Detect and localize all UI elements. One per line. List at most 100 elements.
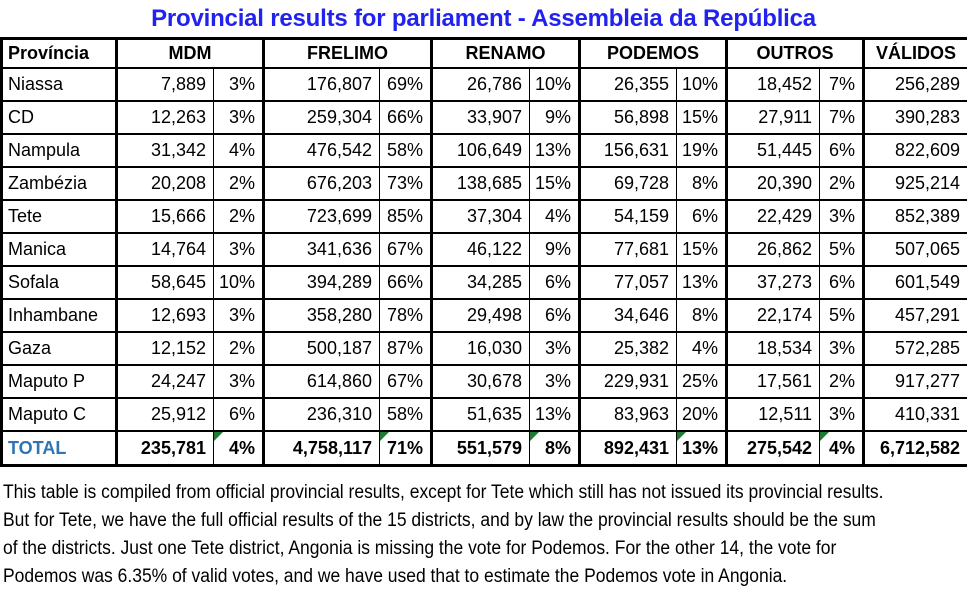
- cell-province: Manica: [1, 232, 117, 266]
- table-row: Tete 15,666 2% 723,699 85% 37,304 4% 54,159 6% 22…: [1, 199, 967, 233]
- cell-province: Maputo C: [1, 397, 117, 431]
- cell-frelimo-pct: 67%: [379, 364, 432, 398]
- cell-renamo-votes: 33,907: [430, 100, 530, 134]
- cell-podemos-votes: 77,057: [578, 265, 677, 299]
- cell-podemos-pct: 15%: [675, 100, 727, 134]
- cell-renamo-pct: 9%: [529, 100, 580, 134]
- cell-outros-pct: 3%: [819, 199, 864, 233]
- cell-podemos-pct: 25%: [675, 364, 727, 398]
- cell-validos: 925,214: [862, 166, 967, 200]
- cell-podemos-votes: 69,728: [578, 166, 677, 200]
- cell-frelimo-pct: 69%: [379, 67, 432, 101]
- cell-outros-votes: 26,862: [725, 232, 820, 266]
- cell-validos: 852,389: [862, 199, 967, 233]
- cell-validos: 507,065: [862, 232, 967, 266]
- cell-outros-pct: 5%: [819, 298, 864, 332]
- table-row: Maputo P 24,247 3% 614,860 67% 30,678 3% 229,93…: [1, 364, 967, 398]
- cell-outros-pct: 7%: [819, 67, 864, 101]
- cell-renamo-votes: 138,685: [430, 166, 530, 200]
- cell-mdm-pct: 4%: [213, 133, 264, 167]
- cell-mdm-pct: 2%: [213, 199, 264, 233]
- cell-mdm-pct: 2%: [213, 166, 264, 200]
- cell-mdm-votes: 12,152: [115, 331, 214, 365]
- cell-frelimo-pct: 58%: [379, 397, 432, 431]
- cell-frelimo-votes: 394,289: [262, 265, 380, 299]
- header-provincia: Província: [8, 43, 90, 63]
- cell-frelimo-votes: 614,860: [262, 364, 380, 398]
- cell-mdm-votes: 25,912: [115, 397, 214, 431]
- cell-renamo-pct: 6%: [529, 298, 580, 332]
- table-row: Inhambane 12,693 3% 358,280 78% 29,498 6% 34,64…: [1, 298, 967, 332]
- cell-frelimo-pct: 66%: [379, 265, 432, 299]
- cell-frelimo-votes: 476,542: [262, 133, 380, 167]
- error-indicator-triangle-icon: [820, 432, 830, 441]
- cell-mdm-votes: 20,208: [115, 166, 214, 200]
- cell-podemos-votes: 56,898: [578, 100, 677, 134]
- cell-renamo-pct: 3%: [529, 331, 580, 365]
- cell-renamo-votes: 37,304: [430, 199, 530, 233]
- cell-validos: 822,609: [862, 133, 967, 167]
- cell-validos: 410,331: [862, 397, 967, 431]
- cell-outros-pct: 2%: [819, 364, 864, 398]
- header-podemos: PODEMOS: [577, 38, 727, 68]
- cell-frelimo-votes: 4,758,117: [262, 430, 380, 466]
- cell-frelimo-pct: 87%: [379, 331, 432, 365]
- cell-frelimo-votes: 358,280: [262, 298, 380, 332]
- cell-province: Zambézia: [1, 166, 117, 200]
- cell-renamo-pct: 10%: [529, 67, 580, 101]
- cell-podemos-votes: 54,159: [578, 199, 677, 233]
- table-row: Manica 14,764 3% 341,636 67% 46,122 9% 77,681 15…: [1, 232, 967, 266]
- header-outros: OUTROS: [725, 38, 864, 68]
- cell-renamo-votes: 34,285: [430, 265, 530, 299]
- cell-province: CD: [1, 100, 117, 134]
- cell-validos: 917,277: [862, 364, 967, 398]
- cell-outros-votes: 22,429: [725, 199, 820, 233]
- cell-mdm-votes: 58,645: [115, 265, 214, 299]
- cell-renamo-votes: 29,498: [430, 298, 530, 332]
- cell-podemos-votes: 156,631: [578, 133, 677, 167]
- cell-mdm-pct: 3%: [213, 298, 264, 332]
- cell-outros-pct: 5%: [819, 232, 864, 266]
- table-row: Sofala 58,645 10% 394,289 66% 34,285 6% 77,057 1…: [1, 265, 967, 299]
- cell-mdm-votes: 24,247: [115, 364, 214, 398]
- cell-outros-pct: 7%: [819, 100, 864, 134]
- cell-outros-votes: 18,452: [725, 67, 820, 101]
- cell-renamo-votes: 51,635: [430, 397, 530, 431]
- error-indicator-triangle-icon: [530, 432, 539, 441]
- cell-podemos-pct: 15%: [675, 232, 727, 266]
- cell-outros-votes: 18,534: [725, 331, 820, 365]
- cell-renamo-pct: 9%: [529, 232, 580, 266]
- total-row: TOTAL 235,781 4% 4,758,117 71% 551,579 8% 892,4…: [1, 430, 967, 466]
- cell-frelimo-votes: 341,636: [262, 232, 380, 266]
- cell-outros-pct: 2%: [819, 166, 864, 200]
- table-header: Província MDM FRELIMO RENAMO PODEMOS OUT…: [2, 38, 967, 68]
- cell-province: Tete: [1, 199, 117, 233]
- cell-mdm-pct: 10%: [213, 265, 264, 299]
- cell-podemos-pct: 19%: [675, 133, 727, 167]
- cell-renamo-pct: 6%: [529, 265, 580, 299]
- cell-province: Inhambane: [1, 298, 117, 332]
- cell-validos: 256,289: [862, 67, 967, 101]
- cell-frelimo-pct: 67%: [379, 232, 432, 266]
- cell-province: Nampula: [1, 133, 117, 167]
- cell-renamo-votes: 46,122: [430, 232, 530, 266]
- cell-podemos-votes: 26,355: [578, 67, 677, 101]
- footnote-line: of the districts. Just one Tete district…: [3, 538, 837, 559]
- cell-outros-votes: 275,542: [725, 430, 820, 466]
- cell-podemos-pct: 8%: [675, 166, 727, 200]
- cell-mdm-votes: 235,781: [115, 430, 214, 466]
- cell-mdm-pct: 3%: [213, 364, 264, 398]
- cell-mdm-votes: 15,666: [115, 199, 214, 233]
- cell-frelimo-votes: 236,310: [262, 397, 380, 431]
- cell-frelimo-pct: 78%: [379, 298, 432, 332]
- header-row: Província MDM FRELIMO RENAMO PODEMOS OUT…: [2, 38, 967, 68]
- cell-mdm-pct: 4%: [213, 430, 264, 466]
- table-row: Zambézia 20,208 2% 676,203 73% 138,685 15% 69,7…: [1, 166, 967, 200]
- header-frelimo: FRELIMO: [262, 38, 432, 68]
- table-row: Nampula 31,342 4% 476,542 58% 106,649 13% 156,6…: [1, 133, 967, 167]
- cell-outros-votes: 12,511: [725, 397, 820, 431]
- cell-outros-votes: 20,390: [725, 166, 820, 200]
- cell-mdm-votes: 12,693: [115, 298, 214, 332]
- cell-province: Niassa: [1, 67, 117, 101]
- cell-mdm-votes: 31,342: [115, 133, 214, 167]
